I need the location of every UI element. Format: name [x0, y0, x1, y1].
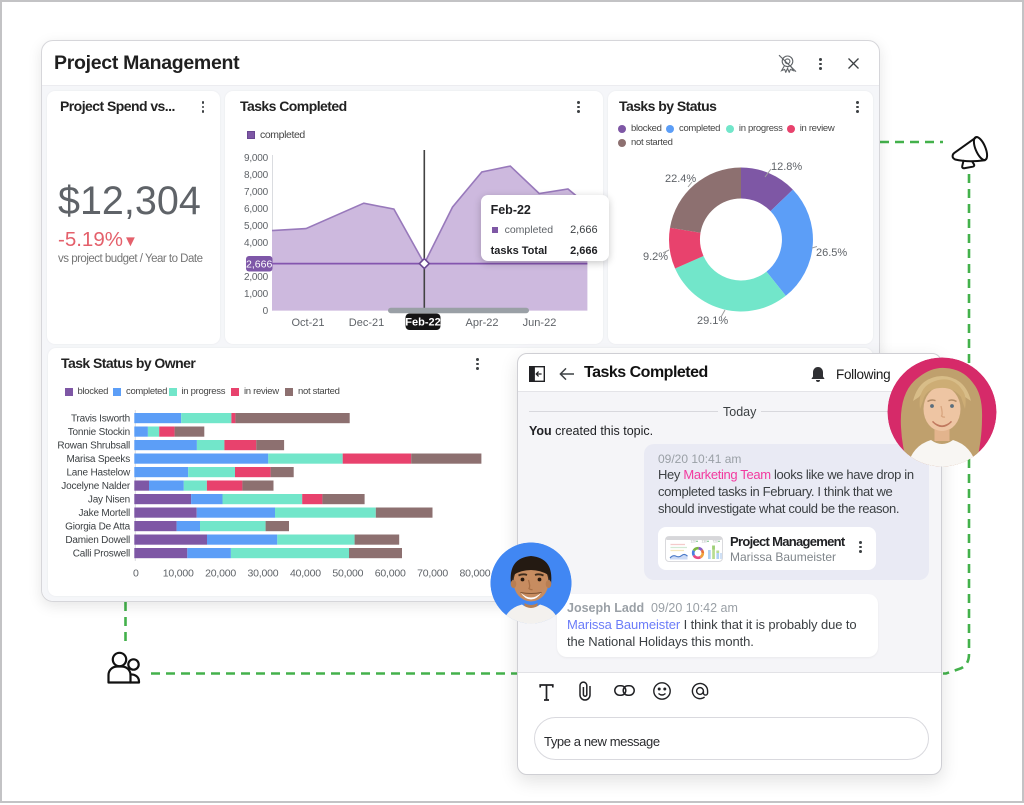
svg-text:Apr-22: Apr-22 [465, 317, 498, 329]
svg-text:Jun-22: Jun-22 [523, 317, 557, 329]
svg-text:Lane Hastelow: Lane Hastelow [66, 468, 131, 479]
svg-text:Oct-21: Oct-21 [291, 317, 324, 329]
svg-text:26.5%: 26.5% [816, 247, 847, 259]
svg-text:6,000: 6,000 [244, 204, 269, 215]
svg-text:Jay Nisen: Jay Nisen [88, 495, 130, 506]
svg-text:60,000: 60,000 [375, 568, 406, 580]
svg-text:29.1%: 29.1% [697, 315, 728, 327]
svg-text:Jocelyne Nalder: Jocelyne Nalder [61, 481, 131, 492]
svg-text:Dec-21: Dec-21 [349, 317, 384, 329]
svg-text:0: 0 [133, 568, 139, 580]
svg-text:4,000: 4,000 [244, 238, 269, 249]
svg-text:Travis Isworth: Travis Isworth [71, 414, 130, 425]
svg-text:9.2%: 9.2% [643, 251, 668, 263]
svg-text:12.8%: 12.8% [771, 161, 802, 173]
svg-text:8,000: 8,000 [244, 170, 269, 181]
svg-text:Feb-22: Feb-22 [405, 316, 440, 328]
svg-text:22.4%: 22.4% [665, 173, 696, 185]
svg-text:9,000: 9,000 [244, 153, 269, 164]
svg-text:Tonnie Stockin: Tonnie Stockin [68, 427, 130, 438]
svg-text:10,000: 10,000 [163, 568, 194, 580]
svg-text:30,000: 30,000 [248, 568, 279, 580]
svg-text:Calli Proswell: Calli Proswell [73, 549, 130, 560]
svg-text:0: 0 [263, 306, 269, 317]
svg-text:720: 720 [713, 539, 719, 543]
svg-text:80,000: 80,000 [460, 568, 491, 580]
svg-text:2,666: 2,666 [246, 258, 272, 270]
svg-text:Marisa Speeks: Marisa Speeks [66, 454, 130, 465]
svg-text:Damien Dowell: Damien Dowell [65, 535, 130, 546]
svg-text:Rowan Shrubsall: Rowan Shrubsall [57, 441, 130, 452]
svg-text:20,000: 20,000 [205, 568, 236, 580]
svg-text:120: 120 [691, 539, 697, 543]
svg-text:5,000: 5,000 [244, 221, 269, 232]
svg-text:50,000: 50,000 [332, 568, 363, 580]
svg-text:Giorgia De Atta: Giorgia De Atta [65, 522, 130, 533]
svg-text:7,000: 7,000 [244, 187, 269, 198]
svg-text:1,000: 1,000 [244, 289, 269, 300]
svg-text:Jake Mortell: Jake Mortell [78, 508, 130, 519]
svg-text:40,000: 40,000 [290, 568, 321, 580]
svg-text:70,000: 70,000 [417, 568, 448, 580]
svg-text:2,000: 2,000 [244, 272, 269, 283]
svg-text:130: 130 [702, 539, 708, 543]
